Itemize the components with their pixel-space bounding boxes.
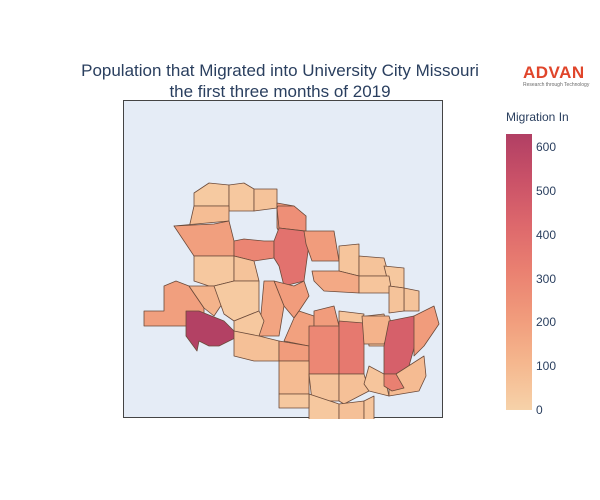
map-regions xyxy=(143,182,440,419)
map-region-44[interactable] xyxy=(363,395,375,419)
map-region-0[interactable] xyxy=(193,182,230,207)
map-region-33[interactable] xyxy=(278,360,310,395)
map-region-22[interactable] xyxy=(188,285,225,317)
map-region-42[interactable] xyxy=(308,393,340,419)
colorbar-tick-400: 400 xyxy=(536,227,557,242)
chart-title-line1: Population that Migrated into University… xyxy=(81,61,479,80)
map-region-2[interactable] xyxy=(253,188,278,212)
map-region-32[interactable] xyxy=(308,325,340,375)
colorbar-tick-0: 0 xyxy=(536,403,543,417)
map-region-15[interactable] xyxy=(403,287,420,312)
map-region-46[interactable] xyxy=(383,373,405,392)
advan-logo: ADVAN Research through Technology xyxy=(523,63,593,89)
map-region-10[interactable] xyxy=(193,255,235,287)
map-plot-area[interactable] xyxy=(123,100,443,419)
colorbar-title: Migration In xyxy=(506,110,569,124)
map-region-18[interactable] xyxy=(388,285,405,314)
map-region-29[interactable] xyxy=(185,310,240,352)
colorbar-tick-100: 100 xyxy=(536,359,557,374)
chart-title-line2: the first three months of 2019 xyxy=(169,82,391,101)
map-region-9[interactable] xyxy=(303,230,340,262)
logo-name: ADVAN xyxy=(523,63,585,82)
map-region-17[interactable] xyxy=(358,275,393,294)
map-region-12[interactable] xyxy=(338,243,360,277)
map-region-39[interactable] xyxy=(338,373,370,405)
map-region-34[interactable] xyxy=(338,320,365,375)
map-region-6[interactable] xyxy=(173,220,235,257)
map-region-16[interactable] xyxy=(311,270,360,294)
map-region-40[interactable] xyxy=(363,365,390,397)
colorbar-tick-200: 200 xyxy=(536,315,557,330)
colorbar xyxy=(506,134,532,410)
colorbar-tick-500: 500 xyxy=(536,183,557,198)
map-region-19[interactable] xyxy=(273,280,310,319)
map-region-45[interactable] xyxy=(278,393,310,409)
map-region-37[interactable] xyxy=(413,305,440,357)
map-region-1[interactable] xyxy=(228,182,255,212)
map-region-43[interactable] xyxy=(338,400,365,419)
choropleth-map xyxy=(143,182,440,419)
logo-tagline: Research through Technology xyxy=(523,82,590,88)
colorbar-tick-300: 300 xyxy=(536,271,557,286)
colorbar-tick-600: 600 xyxy=(536,140,557,155)
chart-title: Population that Migrated into University… xyxy=(40,60,520,102)
map-region-4[interactable] xyxy=(276,205,307,232)
map-region-8[interactable] xyxy=(273,227,310,287)
